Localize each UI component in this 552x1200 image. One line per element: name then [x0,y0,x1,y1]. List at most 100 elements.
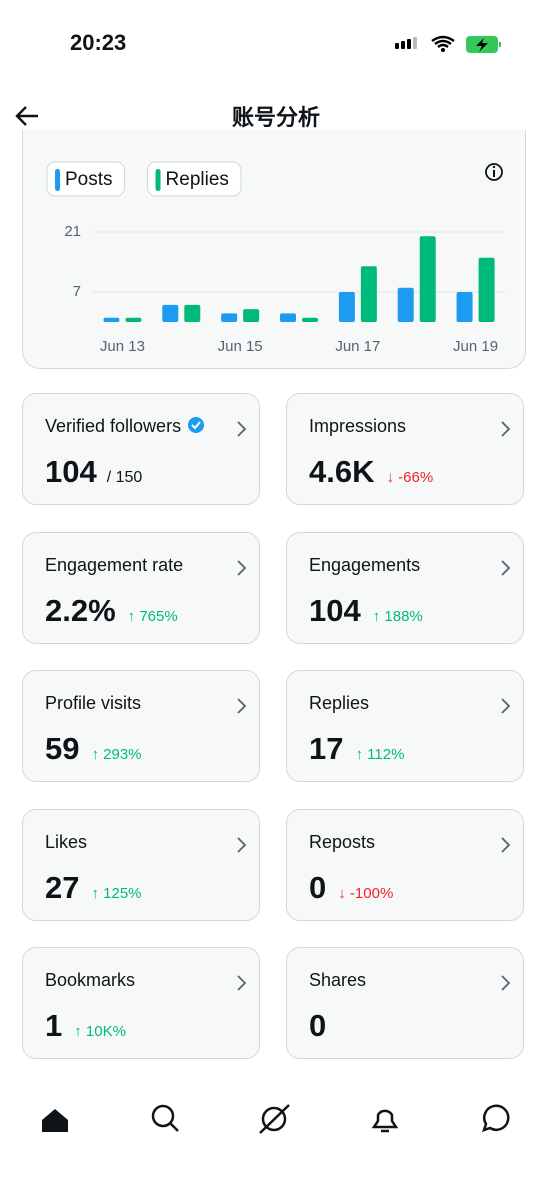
header-title: 账号分析 [231,106,320,131]
chevron [237,421,247,437]
chevron [501,698,511,714]
metric-card[interactable]: Impressions 4.6K ↓ -66% [286,393,524,505]
chevron [237,698,247,714]
metric-card[interactable]: Profile visits 59 ↑ 293% [22,670,260,783]
metric-value: 104 [45,454,97,489]
legend-item[interactable]: Posts [46,161,126,197]
metric-change: ↑ 765% [127,607,178,625]
legend-chip [147,161,242,197]
status-time: 20:23 [70,30,127,55]
metric-value: 0 [309,1008,327,1044]
metric-change: ↓ -100% [338,884,394,902]
metric-title: Replies [309,693,370,714]
chevron [501,559,511,576]
home-tab[interactable] [42,1109,68,1132]
legend-item[interactable]: Replies [147,161,242,197]
metric-title: Verified followers [45,416,205,437]
chevron [501,837,511,853]
metric-change: ↑ 188% [372,607,423,625]
chevron [237,975,247,992]
bottom-nav [42,1104,510,1134]
bar [478,257,495,322]
metric-card[interactable]: Bookmarks 1 ↑ 10K% [22,947,260,1060]
metric-value-row: 104 ↑ 188% [309,593,423,629]
metric-card[interactable]: Engagement rate 2.2% ↑ 765% [22,531,260,644]
metric-value-row: 1 ↑ 10K% [45,1008,126,1044]
x-tick-label: Jun 13 [100,338,145,355]
metric-value-row: 2.2% ↑ 765% [45,593,178,629]
bar [184,304,201,322]
metric-value-row: 4.6K ↓ -66% [309,454,433,490]
info-icon [493,170,495,177]
chevron [501,421,511,437]
info-icon [492,165,496,169]
metric-value-row: 17 ↑ 112% [309,731,404,767]
bar [243,309,260,322]
metric-card[interactable]: Engagements 104 ↑ 188% [286,531,524,644]
metric-value: 4.6K [309,454,375,489]
search-tab[interactable] [151,1104,179,1132]
legend-chip [46,161,126,197]
chevron [501,975,511,992]
bar [302,317,318,322]
bar [162,304,179,322]
info-icon [485,163,503,181]
metric-value-row: 0 ↓ -100% [309,870,393,906]
bar [397,287,414,322]
metric-title: Profile visits [45,693,142,714]
back-button[interactable] [14,104,42,128]
metric-card[interactable]: Replies 17 ↑ 112% [286,670,524,783]
metric-change: ↓ -66% [386,469,434,486]
status-icons [395,35,501,53]
metric-title: Engagements [309,554,421,575]
metric-title: Reposts [309,831,376,852]
metric-extra: / 150 [106,469,143,486]
metric-value: 59 [45,731,80,767]
bar [338,292,355,322]
metric-title: Engagement rate [45,554,184,575]
chart-card: Posts Replies 7 21 Jun 13 Jun 15 Jun 17 Jun 19 [22,130,526,369]
bar [456,292,473,322]
chevron [237,559,247,576]
metric-value: 27 [45,869,80,905]
legend-label: Posts [65,169,113,190]
metric-value: 17 [309,731,344,767]
metric-change: ↑ 125% [91,884,142,902]
bar [280,313,296,322]
metric-card[interactable]: Shares 0 [286,947,524,1060]
grok-tab[interactable] [259,1104,290,1134]
messages-tab[interactable] [482,1104,510,1132]
bar [419,236,436,322]
legend-swatch [155,169,161,191]
x-tick-label: Jun 15 [218,338,263,355]
notifications-tab[interactable] [371,1109,399,1133]
verified-badge [188,417,205,433]
metric-title: Impressions [309,416,407,436]
x-tick-label: Jun 17 [335,338,380,355]
metric-change: ↑ 293% [91,746,142,764]
bar [103,317,120,322]
metric-change: ↑ 10K% [74,1023,126,1041]
bar [360,266,377,322]
chevron [237,837,247,853]
metric-value-row: 27 ↑ 125% [45,870,142,906]
metric-value: 2.2% [45,592,116,628]
metric-card[interactable]: Likes 27 ↑ 125% [22,808,260,921]
y-tick-label: 7 [73,283,81,300]
x-tick-label: Jun 19 [453,338,498,355]
metric-title: Likes [45,831,88,852]
y-tick-label: 21 [64,223,81,240]
metric-value-row: 0 [309,1008,326,1044]
bar [221,313,238,322]
info-button[interactable] [485,163,503,181]
metric-value: 104 [309,592,361,628]
bar [125,317,142,322]
metric-value: 1 [45,1008,63,1044]
metric-title: Shares [309,970,367,991]
legend-label: Replies [166,169,229,190]
chart: Posts Replies 7 21 Jun 13 Jun 15 Jun 17 Jun 19 [46,161,505,355]
metric-card[interactable]: Reposts 0 ↓ -100% [286,808,524,921]
metric-change: ↑ 112% [355,746,405,764]
metric-card[interactable]: Verified followers 104 / 150 [22,393,260,505]
